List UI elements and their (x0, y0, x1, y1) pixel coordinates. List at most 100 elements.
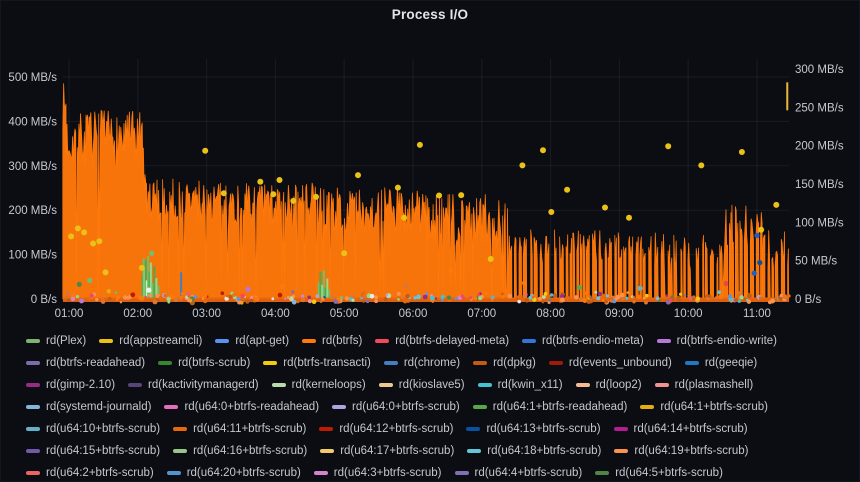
legend-item-label: rd(u64:1+btrfs-scrub) (660, 401, 769, 413)
strip-dot (115, 298, 119, 301)
legend-item[interactable]: rd(kerneloops) (271, 374, 366, 396)
legend-swatch-icon (473, 361, 488, 365)
legend-item[interactable]: rd(events_unbound) (548, 352, 672, 374)
legend-item-label: rd(u64:11+btrfs-scrub) (193, 423, 307, 435)
legend-swatch-icon (263, 361, 278, 365)
legend-item[interactable]: rd(u64:15+btrfs-scrub) (26, 440, 160, 462)
x-axis-label: 03:00 (192, 308, 221, 320)
chart-svg[interactable]: 500 MB/s 400 MB/s 300 MB/s 200 MB/s 100 MB/s… (1, 1, 860, 327)
strip-dot (315, 294, 320, 298)
legend-item[interactable]: rd(kactivitymanagerd) (128, 374, 259, 396)
strip-dot (501, 296, 505, 299)
strip-dot (737, 299, 741, 303)
legend-item[interactable]: rd(appstreamcli) (99, 330, 202, 352)
legend-item[interactable]: rd(u64:11+btrfs-scrub) (173, 418, 306, 440)
legend-item[interactable]: rd(btrfs-endio-write) (656, 330, 777, 352)
strip-dot (636, 294, 642, 300)
chart-area[interactable]: 500 MB/s 400 MB/s 300 MB/s 200 MB/s 100 MB/s… (1, 1, 860, 327)
legend-item-label: rd(apt-get) (235, 335, 290, 347)
strip-dot (531, 295, 535, 299)
strip-dot (440, 294, 445, 299)
legend-item[interactable]: rd(u64:1+btrfs-scrub) (640, 396, 768, 418)
strip-dot (668, 298, 673, 303)
scatter-dot (751, 270, 757, 276)
scatter-dot (521, 280, 528, 286)
legend-item[interactable]: rd(Plex) (26, 330, 86, 352)
legend-item[interactable]: rd(chrome) (383, 352, 460, 374)
strip-dot (406, 298, 411, 303)
legend-item[interactable]: rd(gimp-2.10) (26, 374, 115, 396)
legend-item[interactable]: rd(loop2) (575, 374, 642, 396)
legend-swatch-icon (595, 471, 610, 475)
scatter-dot-appstreamcli (81, 229, 88, 236)
legend-item-label: rd(u64:3+btrfs-scrub) (333, 467, 442, 479)
legend-item-label: rd(u64:2+btrfs-scrub) (46, 467, 154, 479)
legend-item[interactable]: rd(plasmashell) (654, 374, 754, 396)
legend-item-label: rd(u64:10+btrfs-scrub) (46, 423, 161, 435)
legend-item[interactable]: rd(u64:12+btrfs-scrub) (319, 418, 453, 440)
legend-item[interactable]: rd(u64:2+btrfs-scrub) (26, 462, 154, 481)
legend-item[interactable]: rd(u64:14+btrfs-scrub) (613, 418, 748, 440)
legend-item[interactable]: rd(btrfs) (302, 330, 362, 352)
strip-dot (655, 296, 660, 301)
strip-dot (594, 290, 598, 294)
legend-item[interactable]: rd(btrfs-endio-meta) (522, 330, 644, 352)
legend-item[interactable]: rd(apt-get) (215, 330, 289, 352)
legend-item[interactable]: rd(dpkg) (473, 352, 536, 374)
legend-item[interactable]: rd(btrfs-transacti) (263, 352, 371, 374)
strip-dot (507, 293, 513, 299)
strip-dot (596, 296, 601, 301)
legend-item[interactable]: rd(u64:20+btrfs-scrub) (166, 462, 301, 481)
legend-item-label: rd(plasmashell) (674, 379, 754, 391)
legend-item[interactable]: rd(kioslave5) (378, 374, 465, 396)
strip-dot (228, 294, 233, 300)
strip-dot (106, 289, 112, 294)
legend-swatch-icon (26, 427, 40, 431)
legend-swatch-icon (320, 449, 335, 453)
legend-item[interactable]: rd(btrfs-delayed-meta) (375, 330, 509, 352)
legend-item[interactable]: rd(u64:0+btrfs-readahead) (164, 396, 319, 418)
legend-item-label: rd(u64:14+btrfs-scrub) (633, 423, 748, 435)
strip-dot (549, 293, 554, 297)
legend-item[interactable]: rd(u64:17+btrfs-scrub) (320, 440, 454, 462)
legend-item[interactable]: rd(geeqie) (684, 352, 757, 374)
strip-dot (365, 299, 370, 304)
legend-item[interactable]: rd(u64:4+btrfs-scrub) (454, 462, 582, 481)
strip-dot (743, 297, 747, 301)
y-axis-right-label: 0 B/s (795, 294, 821, 306)
strip-dot (400, 296, 404, 300)
legend-swatch-icon (158, 361, 173, 365)
strip-dot (321, 297, 325, 301)
strip-dot (300, 294, 305, 298)
legend-item[interactable]: rd(u64:0+btrfs-scrub) (332, 396, 460, 418)
legend-item[interactable]: rd(u64:3+btrfs-scrub) (313, 462, 442, 481)
strip-dot (738, 291, 743, 295)
strip-dot (519, 294, 523, 298)
legend-item[interactable]: rd(u64:13+btrfs-scrub) (466, 418, 601, 440)
scatter-dot-appstreamcli (270, 191, 277, 198)
scatter-dot (637, 285, 643, 291)
strip-dot (490, 298, 494, 302)
legend-item[interactable]: rd(btrfs-scrub) (158, 352, 250, 374)
legend-item[interactable]: rd(u64:10+btrfs-scrub) (26, 418, 160, 440)
legend-item[interactable]: rd(u64:18+btrfs-scrub) (467, 440, 601, 462)
legend-item[interactable]: rd(kwin_x11) (477, 374, 563, 396)
legend-item[interactable]: rd(u64:1+btrfs-readahead) (472, 396, 627, 418)
strip-dot (632, 295, 635, 298)
strip-dot (574, 295, 579, 300)
legend-swatch-icon (375, 339, 390, 343)
strip-dot (87, 297, 92, 301)
legend-item[interactable]: rd(u64:5+btrfs-scrub) (595, 462, 723, 481)
strip-dot (130, 292, 136, 298)
scatter-dot-appstreamcli (202, 147, 209, 154)
scatter-dot (279, 284, 285, 290)
legend-item[interactable]: rd(u64:19+btrfs-scrub) (614, 440, 748, 462)
legend-item-label: rd(u64:18+btrfs-scrub) (487, 445, 602, 457)
strip-dot (179, 297, 183, 301)
scatter-dot-appstreamcli (138, 264, 145, 271)
strip-dot (707, 294, 712, 299)
legend-item[interactable]: rd(btrfs-readahead) (26, 352, 145, 374)
legend-item[interactable]: rd(systemd-journald) (26, 396, 151, 418)
strip-dot (70, 296, 76, 302)
legend-item[interactable]: rd(u64:16+btrfs-scrub) (173, 440, 307, 462)
